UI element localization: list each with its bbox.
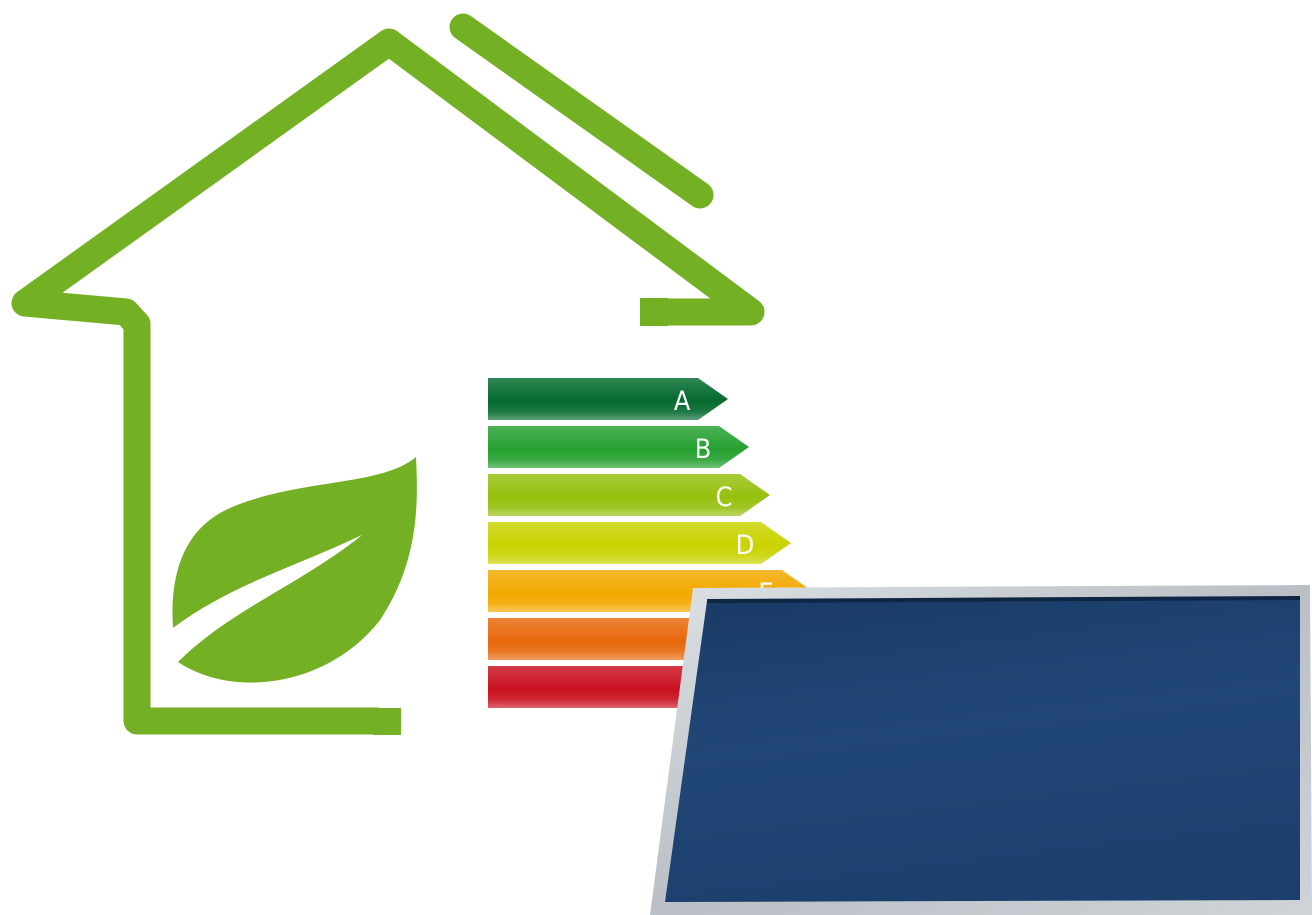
leaf-vein bbox=[173, 535, 362, 640]
house-floor-end bbox=[373, 708, 401, 735]
house-wall-end bbox=[640, 298, 668, 326]
solar-panel-inner-edge bbox=[706, 596, 1301, 603]
solar-panel-glass bbox=[665, 598, 1300, 902]
house-roof-and-walls bbox=[11, 28, 765, 735]
solar-panel bbox=[650, 585, 1312, 915]
leaf-icon bbox=[172, 457, 417, 683]
energy-bar-shine bbox=[488, 378, 728, 420]
energy-class-letter: D bbox=[736, 530, 755, 561]
house-outline-icon bbox=[11, 13, 765, 735]
energy-bar-shine bbox=[488, 522, 791, 564]
energy-bar-shine bbox=[488, 426, 749, 468]
energy-class-letter: A bbox=[674, 386, 691, 417]
leaf-top-half bbox=[172, 457, 417, 683]
house-roof-accent bbox=[449, 13, 714, 209]
energy-bar-shine bbox=[488, 474, 770, 516]
energy-class-letter: C bbox=[716, 482, 733, 513]
energy-class-letter: B bbox=[695, 434, 712, 465]
